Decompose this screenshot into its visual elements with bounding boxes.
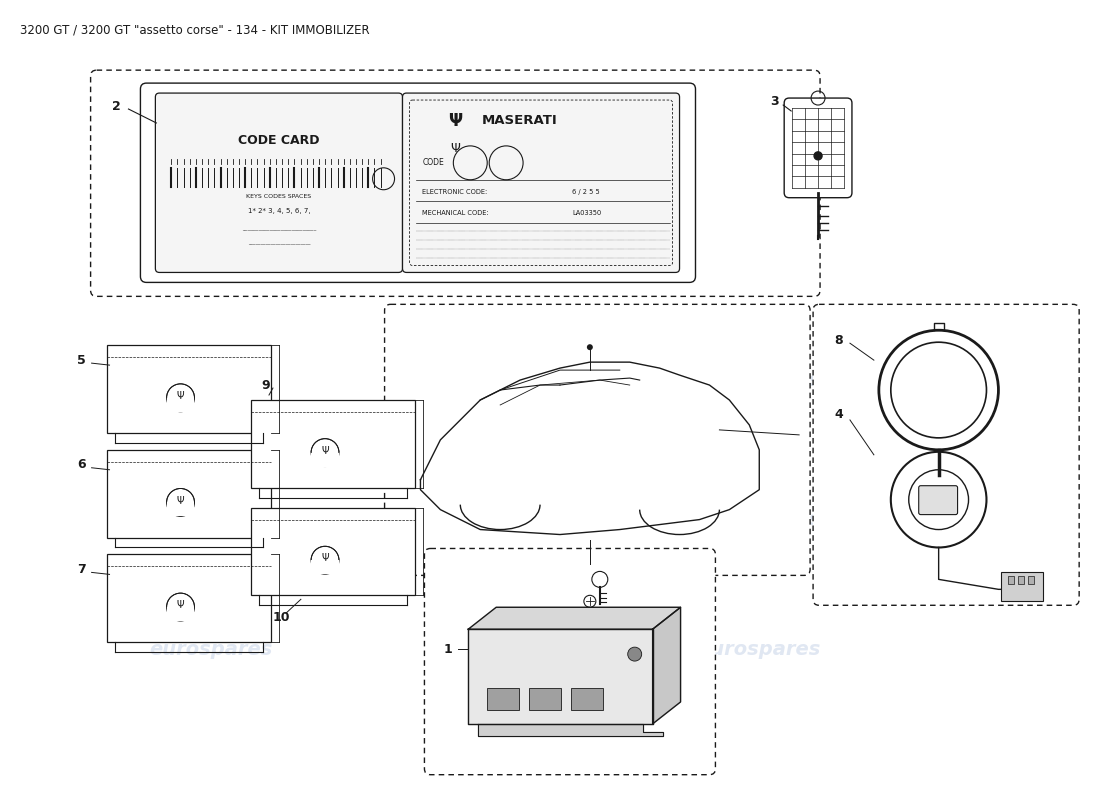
Polygon shape [311,453,339,466]
Text: 5: 5 [77,354,86,366]
Text: eurospares: eurospares [150,510,273,529]
Circle shape [587,344,593,350]
Text: MECHANICAL CODE:: MECHANICAL CODE: [422,210,490,216]
Polygon shape [166,398,195,412]
Polygon shape [311,560,339,574]
Text: 1* 2* 3, 4, 5, 6, 7,: 1* 2* 3, 4, 5, 6, 7, [248,208,310,214]
FancyBboxPatch shape [155,93,403,273]
Text: eurospares: eurospares [439,370,562,390]
Text: LA03350: LA03350 [572,210,602,216]
Polygon shape [107,450,271,538]
Text: eurospares: eurospares [150,370,273,390]
FancyBboxPatch shape [385,304,810,575]
Text: ___________________________: ___________________________ [242,226,316,231]
Circle shape [814,152,822,160]
Text: Ψ: Ψ [449,112,462,130]
Text: 6 / 2 5 5: 6 / 2 5 5 [572,189,600,194]
Text: Ψ: Ψ [321,554,329,563]
Text: Ψ: Ψ [177,496,185,506]
Text: eurospares: eurospares [697,510,821,529]
FancyBboxPatch shape [813,304,1079,606]
FancyBboxPatch shape [571,688,603,710]
Text: KEYS CODES SPACES: KEYS CODES SPACES [246,194,311,199]
FancyBboxPatch shape [425,549,715,774]
Polygon shape [166,607,195,621]
Text: _________________________: _________________________ [248,240,310,245]
FancyBboxPatch shape [1001,572,1043,602]
Text: 7: 7 [77,563,86,576]
Text: eurospares: eurospares [439,640,562,658]
FancyBboxPatch shape [1019,576,1024,584]
Text: eurospares: eurospares [150,640,273,658]
FancyBboxPatch shape [529,688,561,710]
FancyBboxPatch shape [784,98,851,198]
FancyBboxPatch shape [1009,576,1014,584]
Text: MASERATI: MASERATI [482,114,558,127]
Text: 3: 3 [770,94,779,107]
FancyBboxPatch shape [918,486,958,514]
Text: 9: 9 [262,378,271,391]
Polygon shape [107,345,271,433]
FancyBboxPatch shape [487,688,519,710]
Text: Ψ: Ψ [450,142,460,155]
Polygon shape [469,607,681,630]
FancyBboxPatch shape [1028,576,1034,584]
Text: 8: 8 [835,334,844,346]
Text: 10: 10 [272,610,289,624]
Polygon shape [469,630,652,724]
Polygon shape [107,554,271,642]
Polygon shape [652,607,681,724]
Text: eurospares: eurospares [697,640,821,658]
Text: CODE: CODE [422,158,444,167]
Text: Ψ: Ψ [177,600,185,610]
Polygon shape [166,502,195,516]
Text: ELECTRONIC CODE:: ELECTRONIC CODE: [422,189,487,194]
Text: eurospares: eurospares [697,370,821,390]
FancyBboxPatch shape [90,70,821,296]
Text: eurospares: eurospares [439,510,562,529]
FancyBboxPatch shape [403,93,680,273]
Polygon shape [251,508,416,595]
Text: Ψ: Ψ [321,446,329,456]
Text: 6: 6 [77,458,86,471]
Text: 1: 1 [444,642,453,656]
Text: 3200 GT / 3200 GT "assetto corse" - 134 - KIT IMMOBILIZER: 3200 GT / 3200 GT "assetto corse" - 134 … [20,23,370,36]
Circle shape [628,647,641,661]
Polygon shape [251,400,416,488]
Text: CODE CARD: CODE CARD [239,134,320,147]
FancyBboxPatch shape [141,83,695,282]
Text: 2: 2 [112,99,121,113]
Text: Ψ: Ψ [177,391,185,401]
Text: 4: 4 [835,409,844,422]
Polygon shape [478,724,662,736]
